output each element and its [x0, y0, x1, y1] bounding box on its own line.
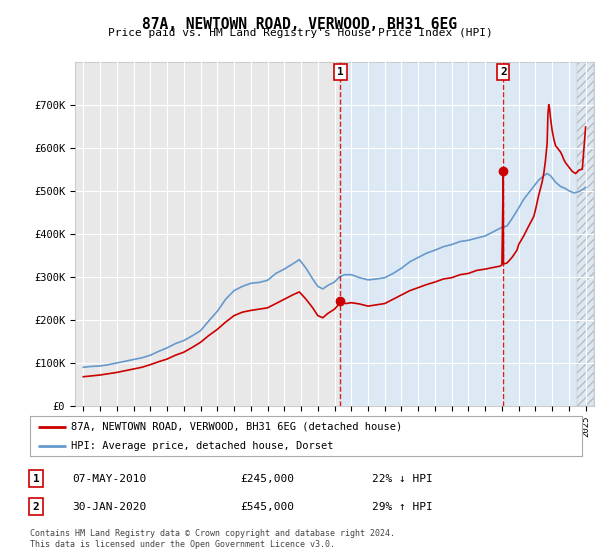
Text: 1: 1	[32, 474, 40, 484]
Text: 87A, NEWTOWN ROAD, VERWOOD, BH31 6EG (detached house): 87A, NEWTOWN ROAD, VERWOOD, BH31 6EG (de…	[71, 422, 403, 432]
Bar	[340, 62, 503, 406]
Text: £245,000: £245,000	[240, 474, 294, 484]
Text: HPI: Average price, detached house, Dorset: HPI: Average price, detached house, Dors…	[71, 441, 334, 451]
Text: 87A, NEWTOWN ROAD, VERWOOD, BH31 6EG: 87A, NEWTOWN ROAD, VERWOOD, BH31 6EG	[143, 17, 458, 32]
Text: 22% ↓ HPI: 22% ↓ HPI	[372, 474, 433, 484]
Text: 2: 2	[32, 502, 40, 512]
Text: 2: 2	[500, 67, 506, 77]
Bar	[503, 62, 594, 406]
Text: Contains HM Land Registry data © Crown copyright and database right 2024.
This d: Contains HM Land Registry data © Crown c…	[30, 529, 395, 549]
Text: 07-MAY-2010: 07-MAY-2010	[72, 474, 146, 484]
Text: £545,000: £545,000	[240, 502, 294, 512]
Text: 29% ↑ HPI: 29% ↑ HPI	[372, 502, 433, 512]
Text: 1: 1	[337, 67, 344, 77]
Text: Price paid vs. HM Land Registry's House Price Index (HPI): Price paid vs. HM Land Registry's House …	[107, 28, 493, 38]
Bar	[75, 62, 340, 406]
Bar	[577, 62, 594, 406]
Text: 30-JAN-2020: 30-JAN-2020	[72, 502, 146, 512]
